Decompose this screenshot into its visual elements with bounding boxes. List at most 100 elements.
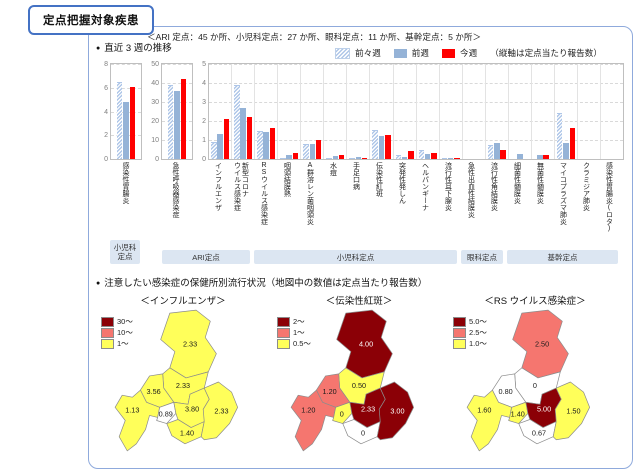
map-region-southeast: [376, 381, 415, 441]
category-label-text: 細菌性髄膜炎: [513, 162, 521, 204]
category-label: インフルエンザ: [206, 162, 229, 238]
legend-swatch-two-weeks-ago: [335, 47, 350, 59]
main-panel: 直近 3 週の推移 ＜ARI 定点：45 か所、小児科定点：27 か所、眼科定点…: [88, 26, 633, 469]
map-region-value: 1.50: [566, 406, 580, 415]
category-label-text: 無菌性髄膜炎: [536, 162, 544, 204]
map-legend-item: 2～: [277, 317, 311, 327]
y-tick-label: 30: [151, 99, 159, 106]
map-legend-label: 1～: [117, 339, 129, 349]
bar-今週: [385, 135, 391, 159]
map-region-value: 0.67: [532, 429, 546, 438]
y-axis: 0 1 2 3 4 5: [196, 61, 208, 163]
bar-前々週: [487, 144, 494, 159]
category-label: 水痘: [321, 162, 344, 238]
map-legend-label: 2～: [293, 317, 305, 327]
y-tick-label: 0: [104, 156, 108, 163]
category-label: マイコプラズマ肺炎: [551, 162, 574, 238]
map-legend: 30～ 10～ 1～: [101, 317, 133, 350]
category-column: [324, 64, 348, 159]
chart-category-labels: 感染性胃腸炎 急性呼吸器感染症 インフルエンザ 新型コロナ ウイルス感染症 RSウイルス感…: [96, 162, 624, 238]
category-label: 流行性角結膜炎: [482, 162, 505, 238]
map-legend-label: 5.0～: [469, 317, 487, 327]
map-region-value: 1.40: [511, 409, 525, 418]
map-region-value: 2.50: [535, 340, 549, 349]
category-label-text: 感染性胃腸炎(ロタ): [605, 162, 613, 232]
y-tick-label: 0: [155, 156, 159, 163]
bar-前週: [332, 156, 339, 159]
category-label: 急性呼吸器感染症: [144, 162, 190, 238]
bar-前々週: [280, 157, 286, 159]
map-region-value: 1.40: [180, 429, 194, 438]
section-trend-title: 直近 3 週の推移: [96, 40, 172, 54]
category-column: [347, 64, 371, 159]
map-legend-swatch: [453, 339, 466, 349]
bar-前々週: [556, 113, 563, 159]
map-region-value: 0: [361, 429, 365, 438]
category-column: [370, 64, 394, 159]
sentinel-counts-note: ＜ARI 定点：45 か所、小児科定点：27 か所、眼科定点：11 か所、基幹定…: [147, 32, 482, 42]
category-column: [509, 64, 532, 159]
plot-area: [161, 63, 193, 160]
y-axis: 0 2 4 6 8: [96, 61, 110, 163]
y-tick-label: 2: [202, 118, 206, 125]
map-legend-swatch: [277, 339, 290, 349]
category-label: 無菌性髄膜炎: [528, 162, 551, 238]
bar-前週: [401, 157, 408, 159]
bar-前週: [424, 154, 431, 159]
map-title: ＜伝染性紅斑＞: [325, 296, 393, 307]
bar-前々週: [257, 131, 263, 159]
category-label: クラミジア肺炎: [574, 162, 597, 238]
sentinel-type-bands: 小児科 定点 ARI定点 小児科定点 眼科定点 基幹定点: [96, 239, 624, 266]
map-region-value: 3.80: [185, 404, 199, 413]
category-label: RSウイルス感染症: [252, 162, 275, 238]
map-region-value: 2.33: [176, 381, 190, 390]
map-legend: 5.0～ 2.5～ 1.0～: [453, 317, 487, 350]
map-legend-item: 1～: [277, 328, 311, 338]
category-column: [578, 64, 602, 159]
bar-前々週: [441, 157, 448, 159]
y-tick-label: 0: [202, 156, 206, 163]
bar-前週: [537, 155, 543, 159]
map-legend-swatch: [277, 328, 290, 338]
axis-spacer: [194, 162, 206, 238]
map-region-southeast: [552, 381, 591, 441]
bar-前々週: [234, 84, 240, 159]
legend-label-this-week: 今週: [460, 48, 478, 58]
map-region-value: 2.33: [214, 406, 228, 415]
category-label-text: 流行性角結膜炎: [490, 162, 498, 211]
map-block-2: ＜RS ウイルス感染症＞ 5.0～ 2.5～ 1.0～ 2.50 0 0.80 1.60 1.4…: [447, 293, 623, 459]
map-legend-item: 30～: [101, 317, 133, 327]
category-label: 突発性発しん: [390, 162, 413, 238]
category-label-text: クラミジア肺炎: [582, 162, 590, 211]
y-axis: 0 10 20 30 40 50: [145, 61, 161, 163]
bar-前々週: [326, 157, 332, 159]
bar-前週: [355, 157, 362, 159]
y-tick-label: 4: [202, 80, 206, 87]
y-tick-label: 8: [104, 61, 108, 68]
columns: [209, 64, 623, 159]
sentinel-band-4: 基幹定点: [507, 250, 618, 264]
columns: [162, 64, 192, 159]
chart-legend: 前々週 前週 今週 （縦軸は定点当たり報告数）: [327, 47, 602, 59]
sentinel-band-1: ARI定点: [162, 250, 250, 264]
gridline: [162, 83, 192, 84]
category-label-text: 急性呼吸器感染症: [172, 162, 179, 218]
gridline: [162, 64, 192, 65]
bar-今週: [431, 153, 437, 159]
category-column: [111, 64, 141, 159]
trend-bar-chart: 0 2 4 6 8 0 10 20 30 40 50 0 1 2 3 4 5 感染性胃腸炎 急性呼吸器感染症 インフ…: [96, 61, 624, 266]
map-legend-item: 1.0～: [453, 339, 487, 349]
category-label: 咽頭結膜熱: [275, 162, 298, 238]
bar-前々週: [303, 143, 309, 159]
map-region-value: 0.50: [352, 381, 366, 390]
category-label: ヘルパンギーナ: [413, 162, 436, 238]
map-region-value: 2.33: [183, 340, 197, 349]
category-label-text: A群溶レン菌咽頭炎: [306, 162, 314, 225]
legend-label-last-week: 前週: [411, 48, 429, 58]
y-tick-label: 10: [151, 137, 159, 144]
map-legend-label: 2.5～: [469, 328, 487, 338]
bar-今週: [292, 153, 299, 159]
map-legend-label: 30～: [117, 317, 133, 327]
map-region-value: 1.20: [301, 405, 315, 414]
columns: [111, 64, 141, 159]
